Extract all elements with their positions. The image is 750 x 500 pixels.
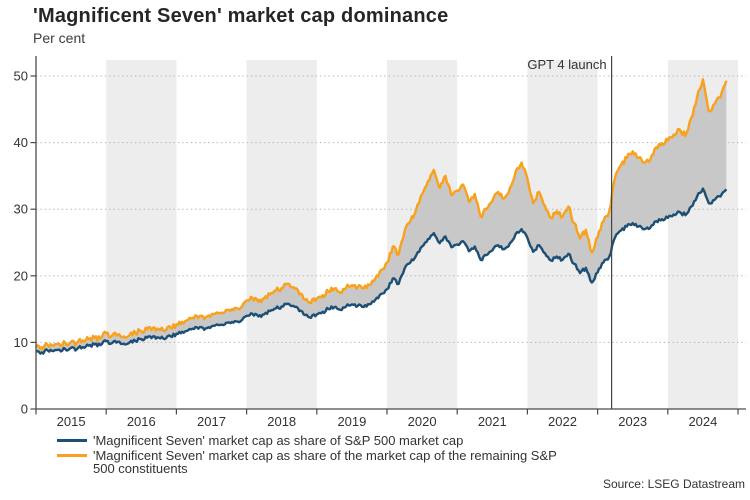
x-tick-label-2017: 2017 xyxy=(197,414,226,429)
x-tick-label-2019: 2019 xyxy=(337,414,366,429)
x-tick-label-2022: 2022 xyxy=(548,414,577,429)
y-tick-label-0: 0 xyxy=(21,402,28,417)
x-tick-label-2020: 2020 xyxy=(408,414,437,429)
y-tick-label-30: 30 xyxy=(14,202,28,217)
year-band-2018 xyxy=(246,60,317,409)
legend-swatch-blue xyxy=(57,439,87,442)
x-tick-label-2018: 2018 xyxy=(267,414,296,429)
y-tick-label-20: 20 xyxy=(14,268,28,283)
x-tick-label-2023: 2023 xyxy=(618,414,647,429)
x-tick-label-2016: 2016 xyxy=(127,414,156,429)
y-tick-label-40: 40 xyxy=(14,135,28,150)
x-tick-label-2024: 2024 xyxy=(688,414,717,429)
legend-item-sp500-share: 'Magnificent Seven' market cap as share … xyxy=(57,434,563,448)
chart-subtitle: Per cent xyxy=(33,30,86,46)
source-credit: Source: LSEG Datastream xyxy=(602,477,745,491)
legend-swatch-orange xyxy=(57,453,87,457)
legend-label-remaining-share: 'Magnificent Seven' market cap as share … xyxy=(93,447,557,476)
legend-item-remaining-share: 'Magnificent Seven' market cap as share … xyxy=(57,447,563,476)
chart-title: 'Magnificent Seven' market cap dominance xyxy=(33,5,449,27)
gpt4-launch-label: GPT 4 launch xyxy=(527,57,606,72)
legend-label-sp500-share: 'Magnificent Seven' market cap as share … xyxy=(93,433,464,448)
y-tick-label-10: 10 xyxy=(14,335,28,350)
y-tick-label-50: 50 xyxy=(14,69,28,84)
year-band-2016 xyxy=(106,60,177,409)
x-tick-label-2015: 2015 xyxy=(57,414,86,429)
legend: 'Magnificent Seven' market cap as share … xyxy=(57,434,563,477)
x-tick-label-2021: 2021 xyxy=(478,414,507,429)
